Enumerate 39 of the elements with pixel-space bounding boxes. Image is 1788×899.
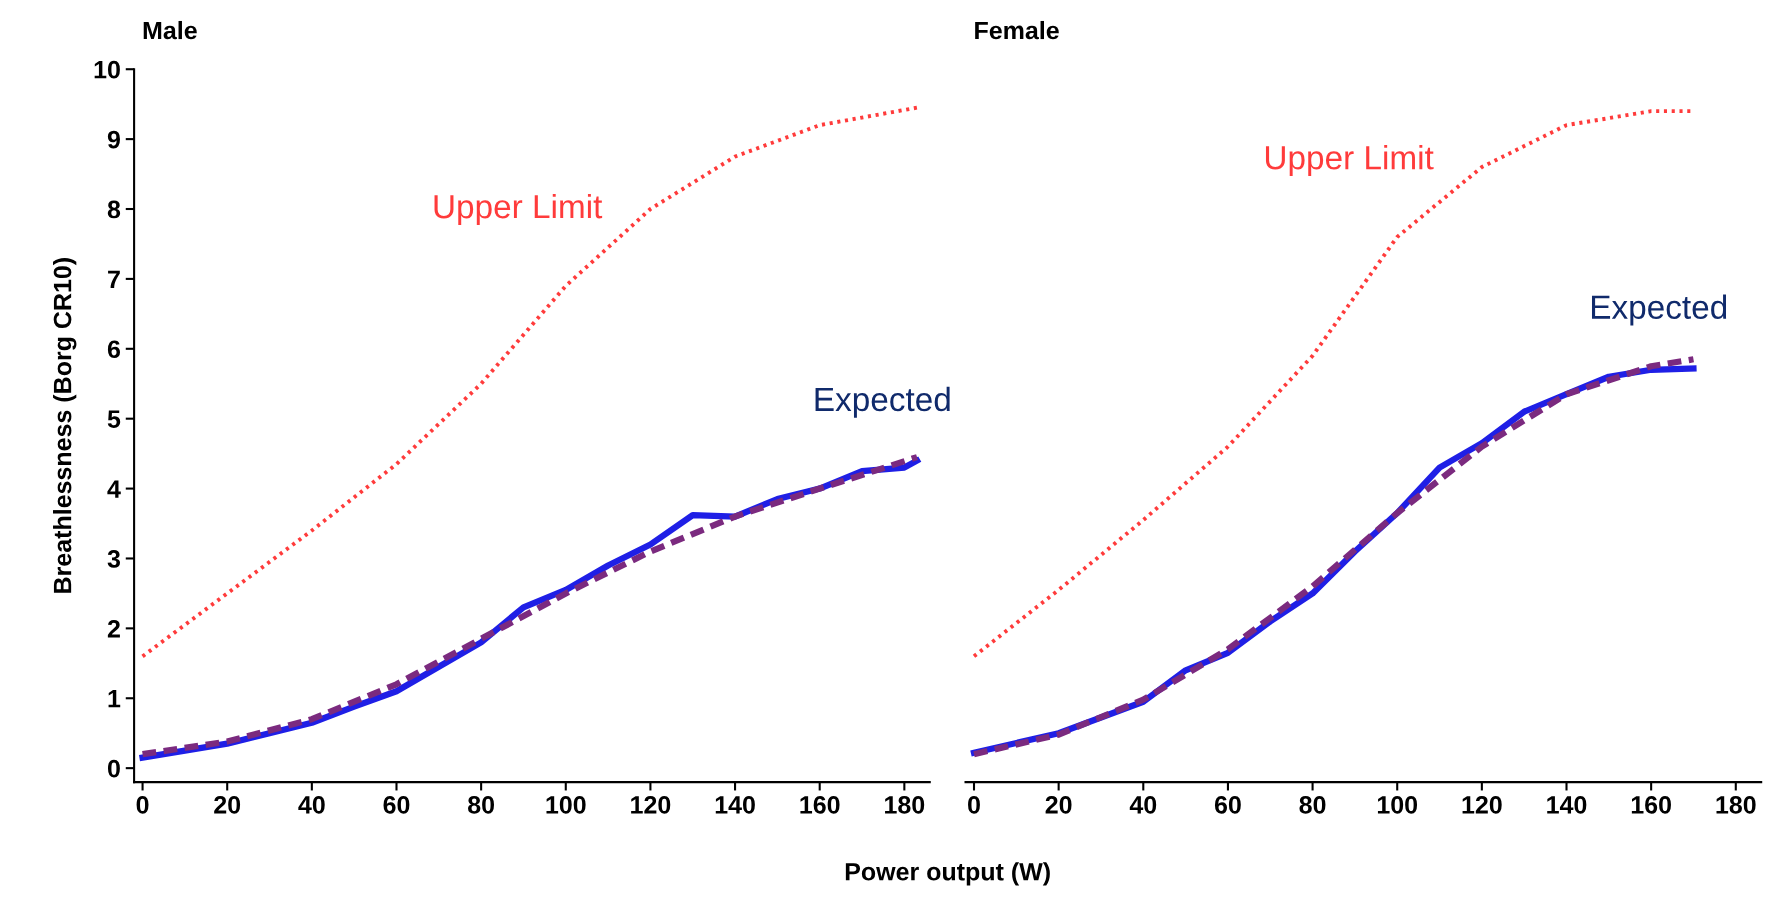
x-tick-label: 60 [1214,795,1241,814]
x-tick-label: 120 [1462,795,1502,814]
series-label: Upper Limit [434,193,603,226]
y-tick-label: 1 [108,690,121,708]
y-tick-label: 5 [107,410,121,428]
x-tick-label: 160 [800,795,840,814]
x-tick-label: 100 [546,795,586,814]
x-tick-label: 60 [383,795,410,814]
x-tick-label: 100 [1377,795,1418,814]
x-tick-label: 180 [885,795,925,814]
x-tick-label: 140 [715,795,755,814]
series-label: Expected [815,386,950,418]
y-tick-label: 7 [108,270,120,288]
y-tick-label: 0 [107,759,120,778]
x-tick-label: 120 [631,795,671,814]
x-axis-title: Power output (W) [845,862,1050,886]
x-tick-label: 0 [136,795,149,814]
series-label: Upper Limit [1265,145,1434,177]
y-axis-title: Breathlessness (Borg CR10) [53,258,77,593]
y-tick-label: 6 [107,340,120,359]
x-tick-label: 180 [1716,795,1756,814]
x-tick-label: 80 [1299,795,1326,814]
chart-title: Male [143,20,197,40]
x-tick-label: 160 [1631,795,1671,814]
y-tick-label: 3 [107,550,120,568]
x-tick-label: 80 [468,795,495,814]
chart-title: Female [975,20,1059,40]
y-tick-label: 8 [107,200,121,219]
y-tick-label: 4 [107,480,121,498]
x-tick-label: 20 [1045,795,1072,814]
x-tick-label: 40 [1129,795,1157,814]
x-tick-label: 140 [1547,795,1587,814]
y-tick-label: 2 [107,619,120,638]
x-tick-label: 20 [214,795,241,814]
x-tick-label: 40 [298,795,325,814]
series-label: Expected [1591,294,1727,326]
x-tick-label: 0 [968,795,980,814]
y-tick-label: 10 [94,60,120,79]
y-tick-label: 9 [107,130,120,149]
